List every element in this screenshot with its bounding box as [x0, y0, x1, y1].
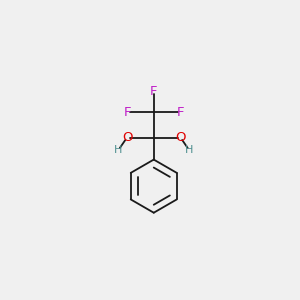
Text: H: H — [185, 145, 194, 155]
Text: F: F — [123, 106, 131, 119]
Text: F: F — [150, 85, 158, 98]
Text: O: O — [122, 131, 132, 144]
Text: H: H — [114, 145, 122, 155]
Text: O: O — [175, 131, 186, 144]
Text: F: F — [177, 106, 184, 119]
